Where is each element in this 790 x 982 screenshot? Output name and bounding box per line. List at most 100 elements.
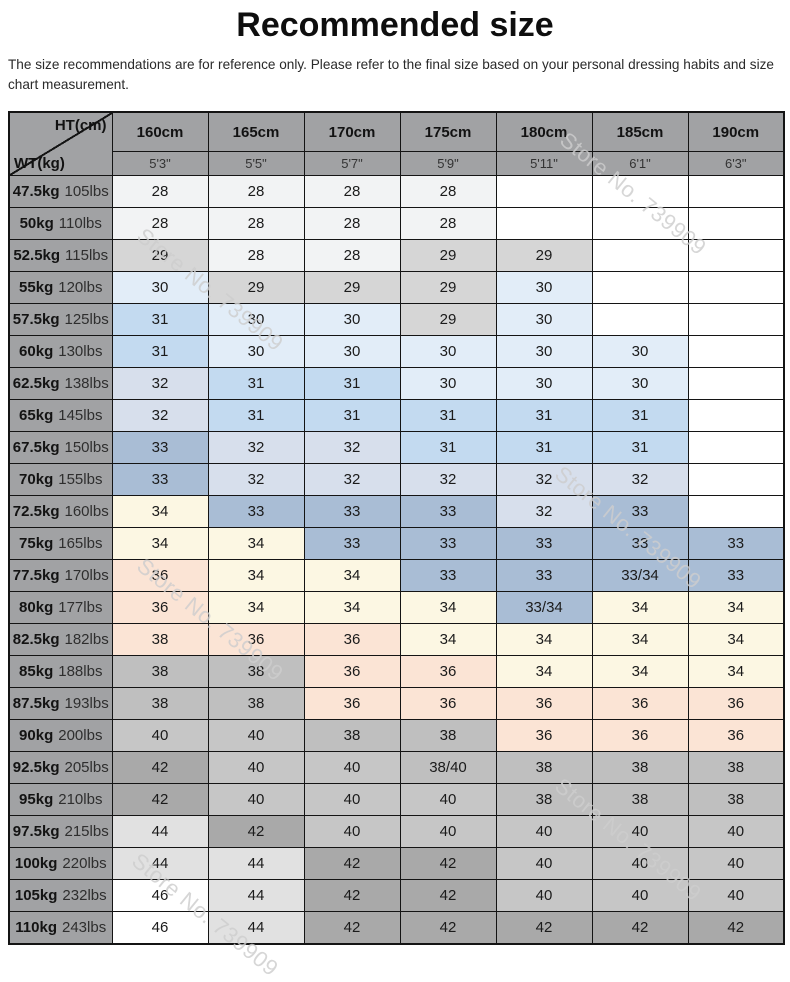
size-cell: 28 [399,175,497,209]
size-cell: 36 [591,687,689,721]
size-cell: 30 [207,335,305,369]
weight-row: 65kg 145lbs 32 31 31 31 31 31 [8,399,785,433]
size-cell: 31 [303,367,401,401]
size-cell: 42 [591,911,689,945]
size-cell [687,239,785,273]
size-cell: 36 [399,687,497,721]
size-cell: 30 [495,335,593,369]
size-cell: 40 [111,719,209,753]
weight-kg: 95kg [19,791,54,809]
size-cell [687,303,785,337]
size-cell: 33 [303,527,401,561]
weight-row: 67.5kg 150lbs 33 32 32 31 31 31 [8,431,785,465]
size-cell: 34 [591,591,689,625]
size-cell: 40 [687,847,785,881]
weight-row: 60kg 130lbs 31 30 30 30 30 30 [8,335,785,369]
size-cell: 28 [303,207,401,241]
weight-kg: 50kg [19,215,54,233]
weight-lbs: 215lbs [64,823,109,841]
weight-row: 105kg 232lbs 46 44 42 42 40 40 40 [8,879,785,913]
weight-label: 62.5kg 138lbs [8,367,113,401]
size-cell: 31 [399,399,497,433]
corner-weight-label: WT(kg) [14,155,65,173]
size-cell: 33 [111,431,209,465]
size-cell: 40 [591,815,689,849]
size-cell: 42 [111,751,209,785]
size-cell: 31 [399,431,497,465]
size-cell: 42 [303,879,401,913]
size-cell: 42 [399,879,497,913]
size-cell: 34 [495,623,593,657]
size-cell [687,495,785,529]
disclaimer-text: The size recommendations are for referen… [8,57,774,93]
weight-lbs: 115lbs [65,247,109,265]
size-cell: 33 [111,463,209,497]
size-cell: 34 [687,623,785,657]
weight-lbs: 110lbs [58,215,102,233]
height-header-feet: 5'3" [111,151,209,177]
weight-kg: 100kg [14,855,58,873]
size-cell: 40 [303,751,401,785]
height-header-cm: 170cm [303,111,401,153]
weight-label: 72.5kg 160lbs [8,495,113,529]
size-cell: 32 [399,463,497,497]
size-cell: 38 [111,655,209,689]
size-cell: 28 [399,207,497,241]
weight-lbs: 200lbs [58,727,103,745]
weight-kg: 80kg [19,599,54,617]
weight-kg: 55kg [19,279,54,297]
size-cell: 29 [303,271,401,305]
size-cell: 29 [495,239,593,273]
size-cell: 34 [591,623,689,657]
weight-row: 70kg 155lbs 33 32 32 32 32 32 [8,463,785,497]
size-cell: 40 [591,879,689,913]
size-cell [687,335,785,369]
size-cell [591,175,689,209]
size-cell: 30 [399,367,497,401]
size-cell: 31 [207,367,305,401]
height-header-feet: 6'3" [687,151,785,177]
weight-kg: 47.5kg [12,183,60,201]
weight-kg: 62.5kg [12,375,60,393]
table-header: HT(cm) WT(kg) 160cm 165cm 170cm 175cm 180cm 185… [8,111,785,177]
size-cell: 28 [207,207,305,241]
size-cell: 38 [207,687,305,721]
size-cell: 34 [399,623,497,657]
size-cell: 36 [687,687,785,721]
size-cell: 33 [591,495,689,529]
height-header-feet: 5'7" [303,151,401,177]
size-cell: 36 [111,591,209,625]
size-cell: 36 [303,655,401,689]
weight-lbs: 243lbs [62,919,107,937]
size-cell: 40 [207,751,305,785]
size-cell: 34 [207,527,305,561]
weight-lbs: 160lbs [64,503,109,521]
weight-row: 90kg 200lbs 40 40 38 38 36 36 36 [8,719,785,753]
size-cell: 34 [111,527,209,561]
size-cell: 38 [111,623,209,657]
weight-label: 100kg 220lbs [8,847,113,881]
weight-row: 87.5kg 193lbs 38 38 36 36 36 36 36 [8,687,785,721]
weight-lbs: 205lbs [64,759,109,777]
size-cell: 40 [687,879,785,913]
size-cell: 36 [111,559,209,593]
weight-label: 55kg 120lbs [8,271,113,305]
height-header-feet: 5'9" [399,151,497,177]
weight-label: 92.5kg 205lbs [8,751,113,785]
size-cell: 32 [207,463,305,497]
weight-lbs: 182lbs [64,631,109,649]
size-cell: 29 [399,271,497,305]
weight-kg: 77.5kg [12,567,60,585]
size-cell: 28 [303,175,401,209]
weight-kg: 70kg [19,471,54,489]
weight-kg: 57.5kg [12,311,60,329]
weight-label: 67.5kg 150lbs [8,431,113,465]
size-cell [591,239,689,273]
weight-label: 52.5kg 115lbs [8,239,113,273]
weight-label: 87.5kg 193lbs [8,687,113,721]
weight-row: 50kg 110lbs 28 28 28 28 [8,207,785,241]
size-cell: 38 [495,751,593,785]
size-cell: 42 [207,815,305,849]
size-cell: 42 [687,911,785,945]
size-cell: 34 [111,495,209,529]
